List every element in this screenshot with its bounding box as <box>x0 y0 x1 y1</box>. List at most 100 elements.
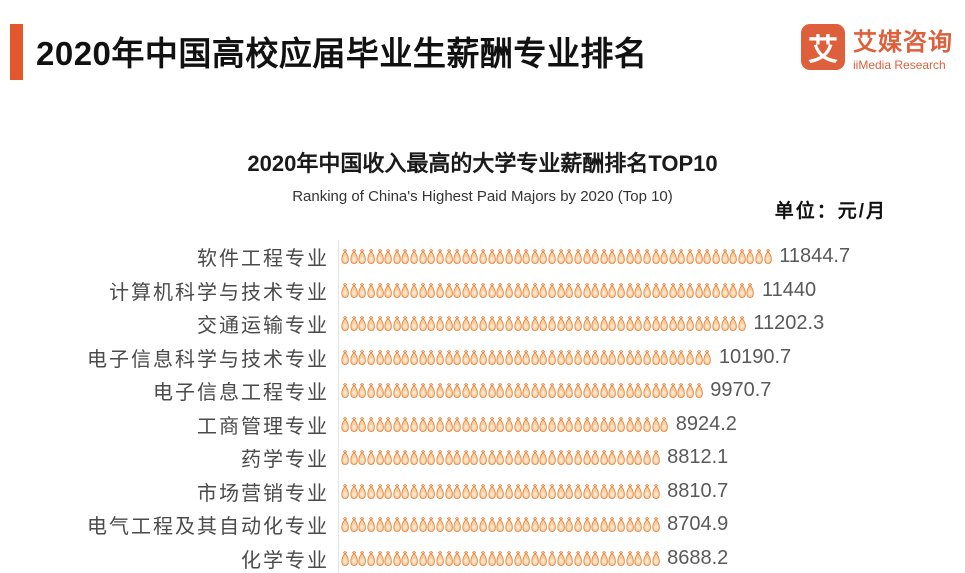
money-bag-icon <box>496 517 505 533</box>
money-bag-icon <box>720 316 729 332</box>
money-bag-icon <box>436 316 444 332</box>
money-bag-icon <box>350 383 358 399</box>
money-bag-icon <box>574 550 582 566</box>
money-bag-icon <box>462 483 470 499</box>
money-bag-icon <box>479 316 487 332</box>
money-bag-icon <box>367 483 375 499</box>
money-bag-icon <box>574 517 582 533</box>
money-bag-icon <box>746 282 755 298</box>
money-bag-icon <box>539 517 548 533</box>
pictogram-bar <box>338 541 660 573</box>
money-bag-icon <box>427 282 436 298</box>
money-bag-icon <box>393 416 401 432</box>
logo-text: 艾媒咨询 iiMedia Research <box>853 22 953 72</box>
money-bag-icon <box>617 550 625 566</box>
money-bag-icon <box>341 517 349 533</box>
money-bag-icon <box>557 349 565 365</box>
money-bag-icon <box>531 483 539 499</box>
money-bag-icon <box>401 550 410 566</box>
money-bag-icon <box>453 349 461 365</box>
money-bag-icon <box>608 349 617 365</box>
money-bag-icon <box>617 383 625 399</box>
money-bag-icon <box>341 282 349 298</box>
money-bag-icon <box>582 550 591 566</box>
money-bag-icon <box>367 550 375 566</box>
money-bag-icon <box>358 483 367 499</box>
money-bag-icon <box>470 316 479 332</box>
money-bag-icon <box>444 349 453 365</box>
money-bag-icon <box>350 316 358 332</box>
money-bag-icon <box>453 517 461 533</box>
money-bag-icon <box>557 316 565 332</box>
money-bag-icon <box>591 483 599 499</box>
money-bag-icon <box>350 550 358 566</box>
money-bag-icon <box>444 416 453 432</box>
money-bag-icon <box>608 282 617 298</box>
money-bag-icon <box>427 450 436 466</box>
money-bag-icon <box>626 249 634 265</box>
money-bag-icon <box>548 517 556 533</box>
money-bag-icon <box>410 450 418 466</box>
money-bag-icon <box>505 517 513 533</box>
money-bag-icon <box>695 282 703 298</box>
money-bag-icon <box>522 349 530 365</box>
money-bag-icon <box>634 450 643 466</box>
money-bag-icon <box>539 249 548 265</box>
money-bag-icon <box>496 282 505 298</box>
money-bag-icon <box>600 349 608 365</box>
money-bag-icon <box>350 416 358 432</box>
money-bag-icon <box>470 349 479 365</box>
money-bag-icon <box>660 349 668 365</box>
money-bag-icon <box>488 249 496 265</box>
money-bag-icon <box>358 249 367 265</box>
money-bag-icon <box>393 249 401 265</box>
money-bag-icon <box>479 517 487 533</box>
chart-row: 交通运输专业 <box>0 307 965 341</box>
money-bag-icon <box>539 316 548 332</box>
money-bag-icon <box>488 383 496 399</box>
money-bag-icon <box>738 316 746 332</box>
money-bag-icon <box>522 316 530 332</box>
money-bag-icon <box>375 316 384 332</box>
pictogram-bar <box>338 340 712 374</box>
money-bag-icon <box>582 249 591 265</box>
money-bag-icon <box>755 249 763 265</box>
money-bag-icon <box>419 383 427 399</box>
chart-row: 电气工程及其自动化专业 <box>0 508 965 542</box>
money-bag-icon <box>617 483 625 499</box>
money-bag-icon <box>410 416 418 432</box>
money-bag-icon <box>444 450 453 466</box>
money-bag-icon <box>626 450 634 466</box>
value-label: 11202.3 <box>753 312 825 335</box>
money-bag-icon <box>660 383 668 399</box>
money-bag-icon <box>531 316 539 332</box>
money-bag-icon <box>479 249 487 265</box>
money-bag-icon <box>626 349 634 365</box>
money-bag-icon <box>470 517 479 533</box>
money-bag-icon <box>686 282 694 298</box>
money-bag-icon <box>419 249 427 265</box>
pictogram-bar <box>338 441 660 475</box>
money-bag-icon <box>643 517 651 533</box>
money-bag-icon <box>427 483 436 499</box>
money-bag-icon <box>703 249 712 265</box>
money-bag-icon <box>695 383 703 399</box>
money-bag-icon <box>539 483 548 499</box>
money-bag-icon <box>410 483 418 499</box>
money-bag-icon <box>557 517 565 533</box>
money-bag-icon <box>444 550 453 566</box>
money-bag-icon <box>651 450 660 466</box>
money-bag-icon <box>384 383 392 399</box>
money-bag-icon <box>341 349 349 365</box>
money-bag-icon <box>686 383 694 399</box>
money-bag-icon <box>643 383 651 399</box>
money-bag-icon <box>557 249 565 265</box>
money-bag-icon <box>444 383 453 399</box>
money-bag-icon <box>436 450 444 466</box>
money-bag-icon <box>608 483 617 499</box>
value-label: 8812.1 <box>667 446 729 469</box>
money-bag-icon <box>608 517 617 533</box>
money-bag-icon <box>470 383 479 399</box>
money-bag-icon <box>660 282 668 298</box>
money-bag-icon <box>453 450 461 466</box>
